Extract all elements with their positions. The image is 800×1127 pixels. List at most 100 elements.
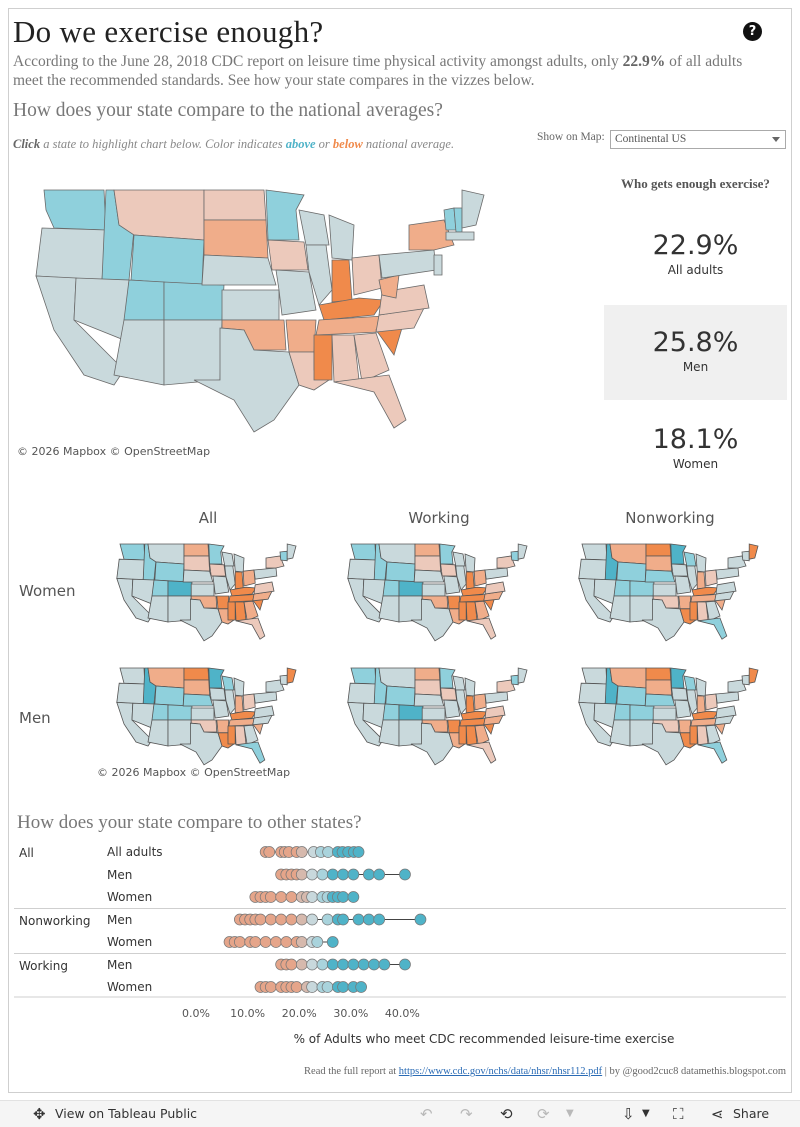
intro-text: According to the June 28, 2018 CDC repor… bbox=[13, 53, 743, 89]
minimap-women-nonworking[interactable] bbox=[570, 536, 770, 646]
state-il bbox=[305, 244, 333, 306]
x-tick-label: 0.0% bbox=[182, 1007, 210, 1020]
us-choropleth-map[interactable] bbox=[14, 170, 514, 445]
state-dot bbox=[306, 958, 318, 971]
state-dot bbox=[347, 891, 360, 903]
stat-women[interactable]: 18.1% Women bbox=[652, 424, 739, 471]
state-dot bbox=[280, 936, 293, 948]
minimap-men-working[interactable] bbox=[339, 660, 539, 770]
state-nj bbox=[433, 254, 443, 276]
state-dot bbox=[399, 958, 411, 971]
share-button[interactable]: Share bbox=[733, 1106, 770, 1121]
refresh-dropdown-icon[interactable]: ▼ bbox=[566, 1108, 574, 1119]
state-mi bbox=[328, 214, 355, 261]
row-label: Men bbox=[107, 912, 133, 927]
row-label: Women bbox=[107, 890, 153, 904]
state-dot bbox=[347, 868, 360, 881]
state-dot bbox=[306, 913, 318, 926]
state-fl bbox=[333, 374, 407, 429]
group-label-nonworking: Nonworking bbox=[19, 913, 91, 928]
revert-icon[interactable]: ⟲ bbox=[500, 1105, 513, 1123]
minimap-men-nonworking[interactable] bbox=[570, 660, 770, 770]
undo-icon[interactable]: ↶ bbox=[420, 1105, 433, 1123]
x-tick-label: 10.0% bbox=[230, 1007, 266, 1020]
state-dot bbox=[378, 958, 391, 971]
stat-all-adults[interactable]: 22.9% All adults bbox=[652, 230, 739, 277]
state-dot bbox=[363, 868, 375, 881]
view-on-tableau-button[interactable]: View on Tableau Public bbox=[55, 1106, 198, 1121]
download-icon[interactable]: ⇩ bbox=[622, 1105, 635, 1123]
state-ga bbox=[353, 332, 390, 383]
state-ks bbox=[221, 289, 280, 321]
dot-plot-chart[interactable] bbox=[14, 840, 786, 1000]
intro-highlight: 22.9% bbox=[622, 53, 666, 70]
column-header-all: All bbox=[198, 509, 218, 527]
state-dot bbox=[368, 958, 380, 971]
state-dot bbox=[337, 913, 349, 926]
minimap-copyright[interactable]: © 2026 Mapbox © OpenStreetMap bbox=[97, 766, 291, 779]
state-dot bbox=[373, 913, 386, 926]
state-wa bbox=[43, 189, 107, 231]
state-me bbox=[461, 189, 485, 229]
report-link[interactable]: https://www.cdc.gov/nchs/data/nhsr/nhsr1… bbox=[398, 1066, 603, 1077]
state-dot bbox=[295, 846, 308, 858]
redo-icon[interactable]: ↷ bbox=[460, 1105, 473, 1123]
state-dot bbox=[263, 846, 276, 858]
stat-men[interactable]: 25.8% Men bbox=[604, 305, 787, 400]
state-dot bbox=[275, 913, 287, 926]
state-tx bbox=[193, 327, 300, 433]
state-sd bbox=[203, 219, 269, 259]
state-oh bbox=[351, 254, 383, 296]
state-dot bbox=[363, 913, 375, 926]
state-dot bbox=[295, 958, 308, 971]
state-dot bbox=[337, 868, 349, 881]
minimap-women-all[interactable] bbox=[108, 536, 308, 646]
state-dot bbox=[306, 891, 318, 903]
fullscreen-icon[interactable]: ⛶ bbox=[673, 1105, 684, 1123]
row-header-men: Men bbox=[19, 709, 51, 727]
map-copyright[interactable]: © 2026 Mapbox © OpenStreetMap bbox=[17, 445, 211, 458]
minimap-women-working[interactable] bbox=[339, 536, 539, 646]
state-dot bbox=[322, 846, 334, 858]
row-label: Men bbox=[107, 867, 133, 882]
x-tick-label: 20.0% bbox=[281, 1007, 317, 1020]
help-icon[interactable]: ? bbox=[743, 22, 762, 41]
minimap-men-all[interactable] bbox=[108, 660, 308, 770]
state-dot bbox=[352, 846, 365, 858]
refresh-icon[interactable]: ⟳ bbox=[537, 1105, 550, 1123]
state-wi bbox=[298, 209, 330, 246]
section-title-national: How does your state compare to the natio… bbox=[13, 100, 443, 121]
map-hint: Click a state to highlight chart below. … bbox=[13, 137, 455, 151]
show-on-map-select[interactable]: Continental US bbox=[610, 130, 786, 149]
state-dot bbox=[254, 913, 267, 926]
page-title: Do we exercise enough? bbox=[13, 14, 324, 49]
state-dot bbox=[264, 913, 277, 926]
state-dot bbox=[337, 891, 349, 903]
section-title-states: How does your state compare to other sta… bbox=[17, 812, 362, 833]
state-dot bbox=[264, 891, 277, 903]
chevron-down-icon bbox=[772, 137, 780, 142]
state-dot bbox=[259, 936, 272, 948]
state-dot bbox=[295, 936, 308, 948]
share-icon[interactable]: ⋖ bbox=[711, 1105, 724, 1123]
state-in bbox=[331, 259, 353, 303]
state-dot bbox=[414, 913, 427, 926]
state-dot bbox=[290, 981, 303, 993]
state-dot bbox=[285, 913, 298, 926]
state-dot bbox=[316, 958, 329, 971]
state-or bbox=[35, 227, 107, 281]
state-nd bbox=[203, 189, 267, 221]
state-mn bbox=[265, 189, 305, 241]
row-label: Women bbox=[107, 935, 153, 949]
state-dot bbox=[275, 891, 287, 903]
x-tick-label: 30.0% bbox=[333, 1007, 369, 1020]
state-dot bbox=[326, 958, 339, 971]
row-header-women: Women bbox=[19, 582, 76, 600]
move-icon[interactable]: ✥ bbox=[33, 1105, 46, 1123]
download-dropdown-icon[interactable]: ▼ bbox=[642, 1108, 650, 1119]
state-wy bbox=[130, 234, 205, 286]
state-dot bbox=[337, 958, 349, 971]
state-dot bbox=[337, 981, 349, 993]
state-wv bbox=[378, 274, 400, 299]
state-co bbox=[163, 281, 225, 321]
